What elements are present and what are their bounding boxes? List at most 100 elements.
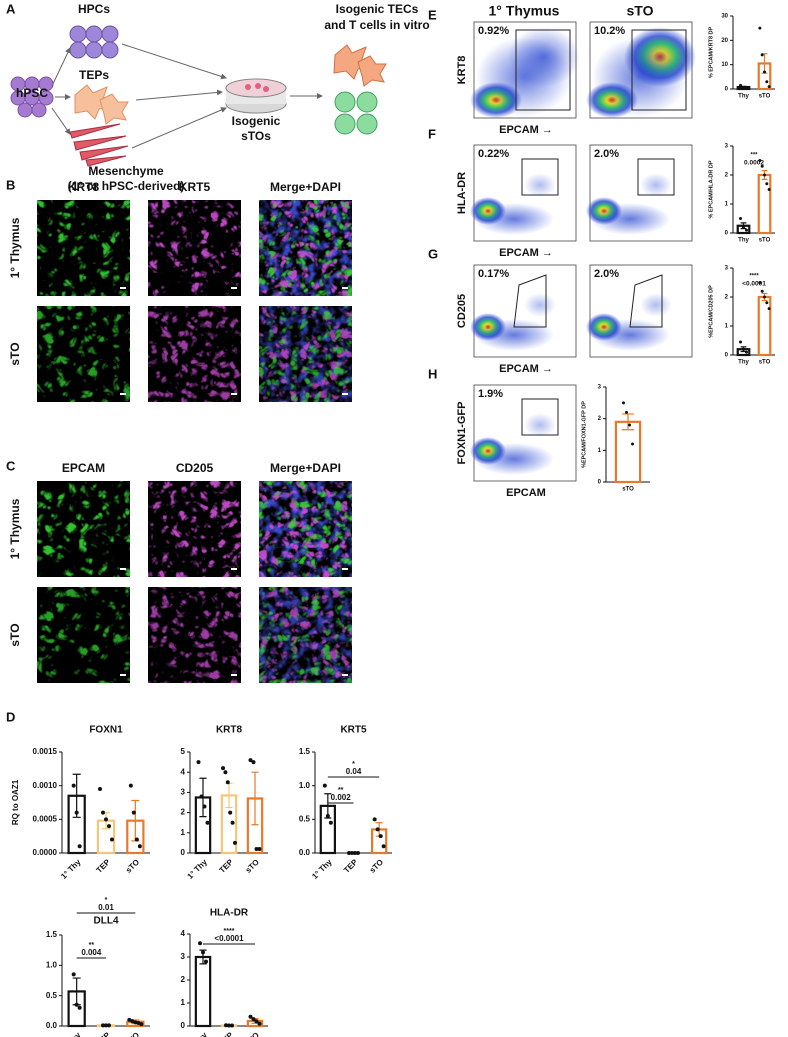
panel-letter: B [6,177,15,192]
data-point [228,810,233,815]
gate-percent: 2.0% [594,148,619,160]
data-point [257,846,262,851]
data-point [763,173,766,177]
y-axis-label: KRT8 [456,56,468,85]
x-tick-label: TEP [218,1030,236,1037]
column-header: Merge+DAPI [270,461,341,475]
data-point [767,188,771,191]
label: Isogenic TECs [336,2,419,16]
data-point [136,1020,141,1025]
panel-letter: H [428,366,437,381]
micrograph-texture [259,200,352,296]
x-tick-label: TEP [218,857,236,875]
y-tick-label: 1 [181,998,186,1007]
data-point [622,401,625,405]
bar [614,420,642,484]
data-point [71,783,76,788]
x-tick-label: sTO [759,94,771,100]
data-point [325,813,330,818]
significance-stars: * [352,761,355,768]
y-tick-label: 0 [725,87,729,93]
micrograph-texture [259,306,352,402]
micrograph-texture [37,587,130,683]
y-tick-label: 0.0005 [33,814,58,823]
data-point [765,182,769,186]
gate [521,158,559,196]
x-axis-label: EPCAM [506,487,546,499]
significance-stars: *** [750,153,758,159]
data-point [767,307,771,311]
data-point [221,766,226,771]
data-point [71,972,76,977]
data-point [199,794,204,799]
x-tick-label: Thy [738,94,749,100]
x-tick-label: Thy [738,238,749,244]
y-tick-label: 5 [181,747,186,756]
micrograph-texture [148,481,241,577]
data-point [763,295,766,299]
data-point [101,1023,105,1028]
gate [631,29,687,111]
gate-percent: 0.22% [478,148,509,160]
significance-stars: ** [338,787,344,794]
data-point [137,844,142,849]
y-axis-label: RQ to OAZ1 [11,779,20,825]
data-point [742,86,745,90]
gate-percent: 0.17% [478,268,509,280]
data-point [130,1019,135,1024]
p-value: 0.01 [98,903,114,912]
column-header: sTO [627,3,654,19]
row-label: 1° Thymus [8,498,22,559]
bar [757,173,772,235]
x-tick-label: TEP [342,857,360,875]
data-point [758,159,762,162]
data-point [625,410,628,414]
micrograph-texture [37,306,130,402]
label: (1° or hPSC-derived) [68,179,185,193]
y-tick-label: 0.0 [299,848,311,857]
data-point [232,840,237,845]
data-point [128,783,133,788]
row-label: 1° Thymus [8,217,22,278]
data-point [350,851,354,855]
data-point [758,26,762,30]
bar [194,955,212,1028]
error-bar [621,413,635,431]
data-point [127,1017,132,1022]
gate [515,29,571,111]
p-value: 0.04 [346,767,362,776]
column-header: CD205 [176,461,214,475]
y-tick-label: 0 [725,353,729,359]
flow-density [640,293,672,317]
label: Mesenchyme [88,164,164,178]
data-point [104,1023,108,1028]
column-header: 1° Thymus [489,3,560,19]
x-tick-label: sTO [622,487,634,493]
tep-cells [74,84,129,125]
label: sTOs [241,129,271,143]
data-point [74,1002,79,1007]
data-point [134,837,139,842]
significance-stars: **** [749,274,759,280]
y-tick-label: 3 [181,788,186,797]
y-tick-label: 1.5 [46,930,58,939]
mesenchyme-cells [69,123,129,167]
data-point [251,1017,256,1022]
data-point [739,340,742,344]
data-point [227,1023,231,1028]
data-point [739,217,742,220]
x-tick-label: 1° Thy [310,857,334,881]
data-point [248,758,253,763]
hpsc-cells [10,76,54,118]
flow-density [476,37,572,117]
panel-letter: A [6,1,16,16]
data-point [74,810,79,815]
data-point [254,1019,259,1024]
p-value: 0.004 [81,948,102,957]
y-tick-label: 30 [721,14,728,20]
column-header: Merge+DAPI [270,180,341,194]
micrograph-texture [37,200,130,296]
flow-density [640,173,672,197]
y-tick-label: 20 [721,38,728,44]
y-axis-label: % EPCAM/HLA-DR DP [708,160,714,218]
